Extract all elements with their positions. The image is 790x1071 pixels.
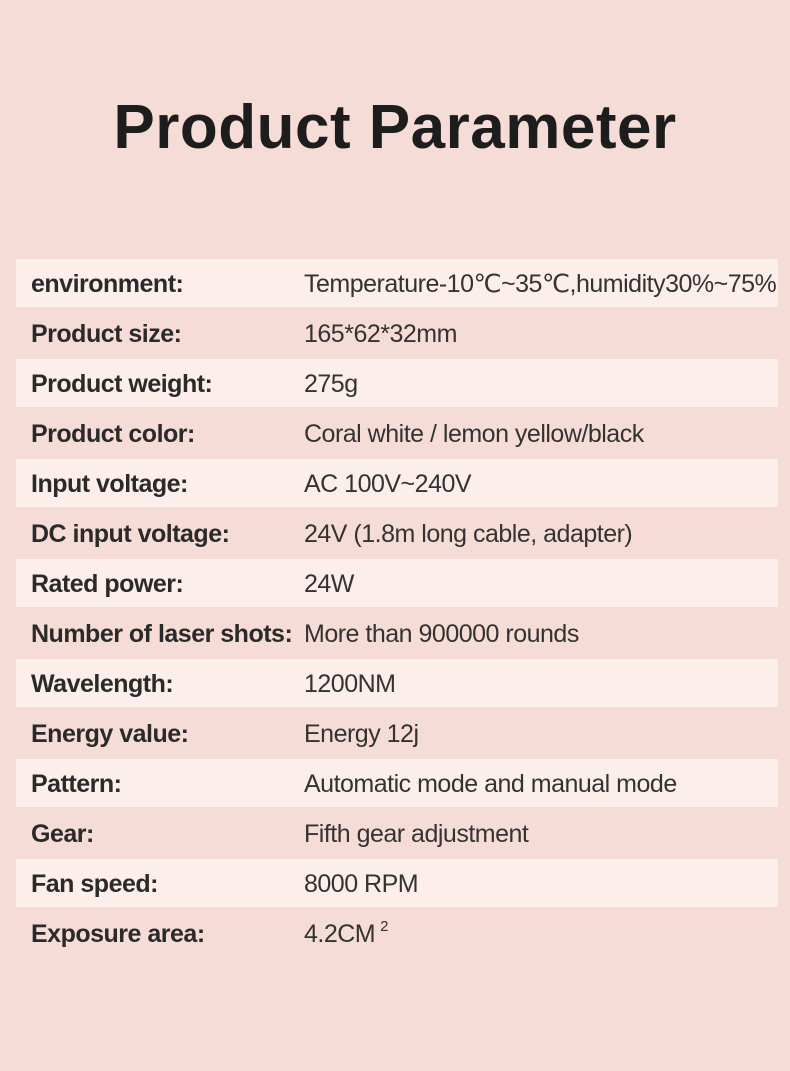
row-value: 4.2CM 2	[304, 909, 388, 957]
row-label: environment:	[31, 270, 184, 298]
row-label: Wavelength:	[31, 670, 174, 698]
parameter-table: environment: Temperature-10℃~35℃,humidit…	[16, 259, 778, 959]
row-label: Product size:	[31, 320, 182, 348]
row-label: Number of laser shots:	[31, 620, 293, 648]
row-value: AC 100V~240V	[304, 470, 472, 498]
table-row: Wavelength: 1200NM	[16, 659, 778, 707]
row-value: More than 900000 rounds	[304, 620, 579, 648]
row-label: Input voltage:	[31, 470, 188, 498]
row-label: Gear:	[31, 820, 94, 848]
row-label: Fan speed:	[31, 870, 158, 898]
table-row: Number of laser shots: More than 900000 …	[16, 609, 778, 657]
table-row: Product color: Coral white / lemon yello…	[16, 409, 778, 457]
table-row: Rated power: 24W	[16, 559, 778, 607]
row-label: Pattern:	[31, 770, 122, 798]
table-row: Gear: Fifth gear adjustment	[16, 809, 778, 857]
row-value: 165*62*32mm	[304, 320, 457, 348]
exposure-area-value: 4.2CM	[304, 920, 376, 948]
table-row: Input voltage: AC 100V~240V	[16, 459, 778, 507]
row-value: 24V (1.8m long cable, adapter)	[304, 520, 633, 548]
row-value: 24W	[304, 570, 354, 598]
row-value: Temperature-10℃~35℃,humidity30%~75%	[304, 270, 777, 298]
table-row: Energy value: Energy 12j	[16, 709, 778, 757]
row-value: 275g	[304, 370, 358, 398]
table-row: environment: Temperature-10℃~35℃,humidit…	[16, 259, 778, 307]
row-label: Product weight:	[31, 370, 213, 398]
table-row: DC input voltage: 24V (1.8m long cable, …	[16, 509, 778, 557]
row-value: 8000 RPM	[304, 870, 419, 898]
row-label: Rated power:	[31, 570, 184, 598]
row-label: Energy value:	[31, 720, 189, 748]
row-value: Coral white / lemon yellow/black	[304, 420, 644, 448]
table-row: Pattern: Automatic mode and manual mode	[16, 759, 778, 807]
row-value: Automatic mode and manual mode	[304, 770, 677, 798]
row-value: Fifth gear adjustment	[304, 820, 529, 848]
table-row: Exposure area: 4.2CM 2	[16, 909, 778, 957]
row-label: Product color:	[31, 420, 195, 448]
table-row: Fan speed: 8000 RPM	[16, 859, 778, 907]
table-row: Product size: 165*62*32mm	[16, 309, 778, 357]
row-label: Exposure area:	[31, 920, 205, 948]
row-value: 1200NM	[304, 670, 396, 698]
row-value: Energy 12j	[304, 720, 419, 748]
table-row: Product weight: 275g	[16, 359, 778, 407]
superscript-unit: 2	[380, 918, 388, 935]
page-title: Product Parameter	[113, 93, 677, 162]
row-label: DC input voltage:	[31, 520, 230, 548]
